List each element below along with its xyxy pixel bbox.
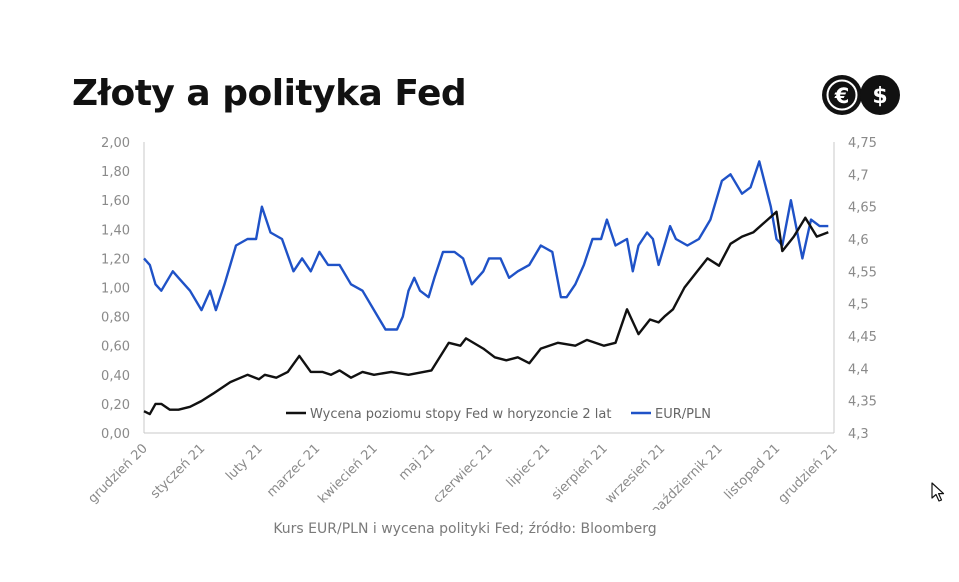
right-axis-tick-label: 4,7	[848, 168, 869, 183]
left-axis-tick-label: 1,60	[101, 194, 130, 209]
x-axis-tick-label: listopad 21	[722, 441, 784, 503]
left-axis-tick-label: 0,80	[101, 311, 130, 326]
right-axis-tick-label: 4,3	[848, 427, 869, 442]
left-axis-tick-label: 0,20	[101, 398, 130, 413]
logo-dollar-glyph: $	[872, 84, 887, 109]
x-axis-tick-label: lipiec 21	[504, 441, 553, 490]
right-axis-tick-label: 4,35	[848, 395, 877, 410]
legend-label-eurpln: EUR/PLN	[655, 407, 711, 422]
right-axis-tick-label: 4,45	[848, 330, 877, 345]
left-axis-tick-label: 0,40	[101, 369, 130, 384]
right-axis-tick-label: 4,55	[848, 265, 877, 280]
left-axis-tick-label: 1,80	[101, 165, 130, 180]
chart-title: Złoty a polityka Fed	[72, 73, 467, 114]
chart-source-note: Kurs EUR/PLN i wycena polityki Fed; źród…	[273, 521, 657, 537]
right-axis-tick-label: 4,4	[848, 362, 869, 377]
x-axis-tick-label: marzec 21	[264, 441, 323, 500]
right-axis-ticks: 4,3 4,35 4,4 4,45 4,5 4,55 4,6 4,65 4,7 4,75	[848, 136, 877, 442]
dollar-coin-icon	[860, 75, 900, 115]
series-line-fed	[143, 210, 829, 416]
left-axis-tick-label: 2,00	[101, 136, 130, 151]
x-axis-tick-label: grudzień 20	[85, 441, 150, 506]
x-axis-tick-label: maj 21	[396, 441, 438, 483]
x-axis-tick-label: styczeń 21	[148, 441, 208, 501]
left-axis-tick-label: 1,20	[101, 252, 130, 267]
x-axis-tick-label: grudzień 21	[775, 441, 840, 506]
left-axis-tick-label: 1,00	[101, 282, 130, 297]
logo-euro-glyph: €	[834, 84, 850, 108]
x-axis-tick-label: kwiecień 21	[315, 441, 380, 506]
x-axis-tick-label: sierpień 21	[549, 441, 611, 503]
right-axis-tick-label: 4,5	[848, 298, 869, 313]
mouse-pointer-icon	[931, 482, 945, 502]
left-axis-tick-label: 0,00	[101, 427, 130, 442]
left-axis-ticks: 0,00 0,20 0,40 0,60 0,80 1,00 1,20 1,40 1,60 1,80…	[101, 136, 130, 442]
legend: Wycena poziomu stopy Fed w horyzoncie 2 …	[286, 407, 711, 422]
right-axis-tick-label: 4,65	[848, 201, 877, 216]
logo: € $	[822, 75, 900, 115]
right-axis-tick-label: 4,6	[848, 233, 869, 248]
x-axis-tick-label: luty 21	[223, 441, 266, 484]
legend-label-fed: Wycena poziomu stopy Fed w horyzoncie 2 …	[310, 407, 611, 422]
chart: 0,00 0,20 0,40 0,60 0,80 1,00 1,20 1,40 1,60 1,80…	[85, 136, 877, 510]
series-line-eurpln	[143, 160, 829, 331]
right-axis-tick-label: 4,75	[848, 136, 877, 151]
left-axis-tick-label: 1,40	[101, 223, 130, 238]
x-axis-tick-label: czerwiec 21	[430, 441, 495, 506]
left-axis-tick-label: 0,60	[101, 340, 130, 355]
